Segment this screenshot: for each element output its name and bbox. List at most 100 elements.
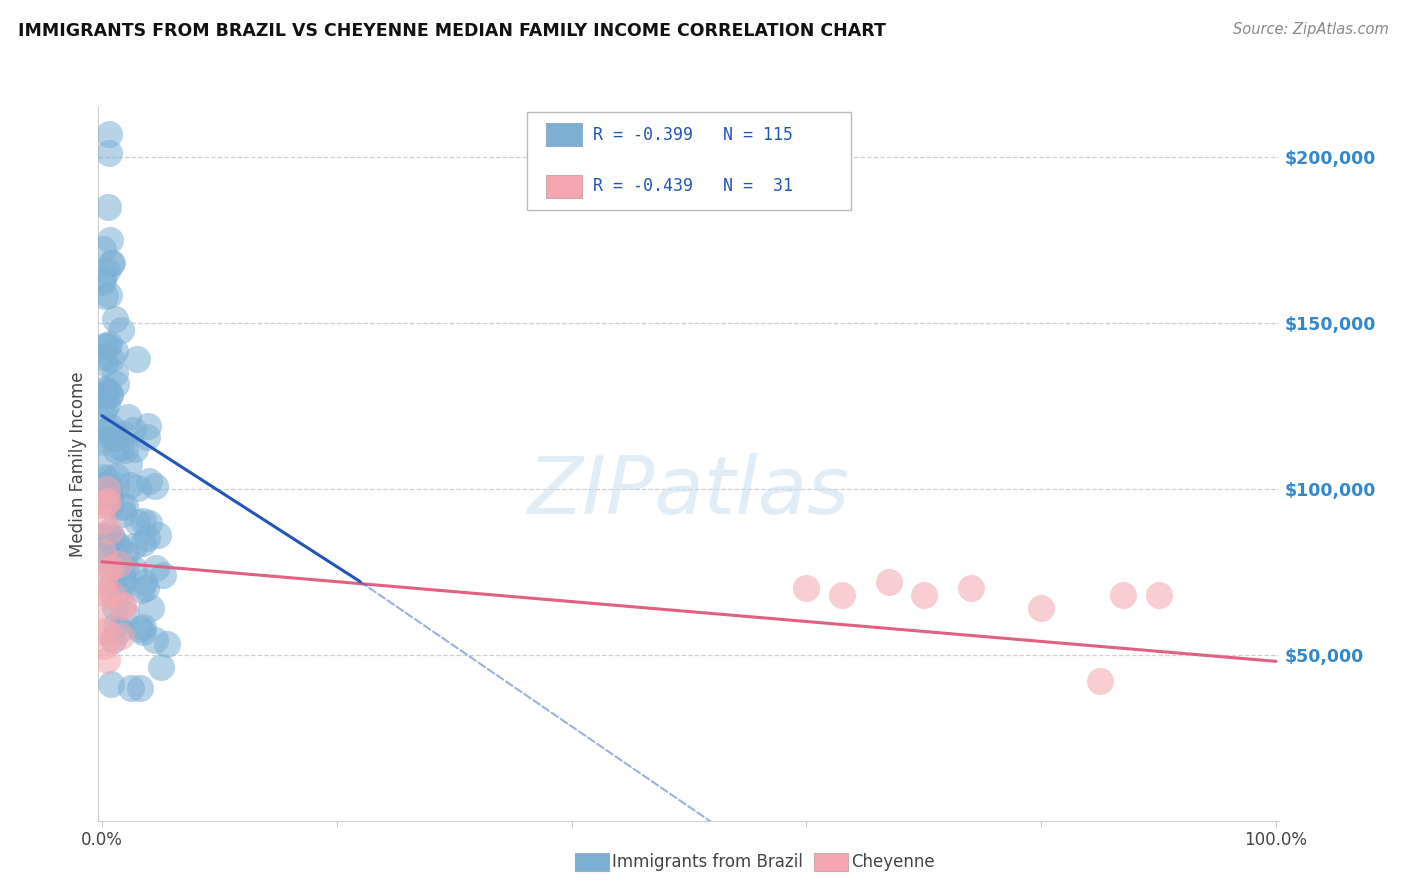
Point [111, 566, 134, 581]
Point [131, 514, 153, 528]
Point [110, 440, 132, 454]
Point [134, 574, 156, 589]
Point [94, 355, 117, 369]
Point [93, 470, 115, 484]
Point [131, 536, 153, 550]
Text: ZIPatlas: ZIPatlas [527, 453, 851, 532]
Point [96, 482, 118, 496]
Point [96, 587, 118, 601]
Point [91, 498, 114, 512]
Point [138, 474, 160, 488]
Point [104, 312, 127, 326]
Point [91, 529, 114, 543]
Point [124, 442, 146, 456]
Point [93, 640, 115, 654]
Point [101, 577, 124, 591]
Point [112, 600, 135, 615]
Point [96, 264, 118, 278]
Point [96, 527, 118, 541]
Point [100, 351, 122, 366]
Point [98, 483, 121, 498]
Point [107, 541, 129, 555]
Point [98, 524, 121, 539]
Point [121, 423, 143, 437]
Point [135, 581, 157, 595]
Point [152, 568, 174, 582]
Point [115, 547, 138, 561]
Point [149, 660, 172, 674]
Point [100, 531, 122, 545]
Point [111, 508, 134, 522]
Point [97, 493, 120, 508]
Point [959, 582, 981, 596]
Point [100, 256, 122, 270]
Text: R = -0.399   N = 115: R = -0.399 N = 115 [593, 126, 793, 144]
Point [98, 387, 121, 401]
Point [104, 366, 127, 380]
Point [96, 653, 118, 667]
Point [141, 601, 163, 615]
Point [103, 588, 125, 602]
Text: IMMIGRANTS FROM BRAZIL VS CHEYENNE MEDIAN FAMILY INCOME CORRELATION CHART: IMMIGRANTS FROM BRAZIL VS CHEYENNE MEDIA… [18, 22, 886, 40]
Text: Source: ZipAtlas.com: Source: ZipAtlas.com [1233, 22, 1389, 37]
Point [136, 418, 159, 433]
Point [91, 389, 114, 403]
Point [117, 409, 139, 424]
Point [93, 401, 115, 416]
Point [127, 515, 149, 529]
Point [103, 633, 125, 648]
Point [91, 614, 114, 628]
Point [143, 479, 166, 493]
Point [108, 588, 131, 602]
Point [104, 376, 127, 391]
Point [135, 531, 157, 545]
Text: Cheyenne: Cheyenne [851, 853, 934, 871]
Point [135, 430, 157, 444]
Point [1029, 601, 1052, 615]
Point [96, 383, 118, 397]
Point [101, 631, 124, 645]
Point [105, 537, 128, 551]
Point [128, 622, 150, 636]
Point [112, 598, 135, 612]
Point [91, 514, 114, 528]
Point [110, 323, 132, 337]
Point [114, 442, 136, 457]
Point [912, 588, 935, 602]
Point [155, 637, 177, 651]
Point [104, 601, 127, 615]
Point [131, 582, 153, 597]
Point [91, 350, 114, 364]
Point [128, 681, 150, 695]
Point [114, 607, 136, 622]
Point [96, 564, 118, 578]
Point [831, 588, 853, 602]
Point [97, 200, 120, 214]
Point [96, 339, 118, 353]
Point [118, 457, 141, 471]
Point [94, 495, 117, 509]
Point [127, 351, 149, 366]
Point [105, 431, 128, 445]
Point [98, 388, 121, 402]
Point [91, 545, 114, 559]
Point [104, 469, 127, 483]
Point [1112, 588, 1135, 602]
Point [103, 589, 125, 603]
Point [132, 624, 155, 639]
Text: Immigrants from Brazil: Immigrants from Brazil [612, 853, 803, 871]
Point [120, 681, 142, 695]
Point [98, 233, 121, 247]
Point [877, 574, 900, 589]
Text: R = -0.439   N =  31: R = -0.439 N = 31 [593, 178, 793, 195]
Point [96, 546, 118, 560]
Point [100, 551, 122, 566]
Point [101, 256, 124, 270]
Point [100, 490, 122, 504]
Point [96, 483, 118, 498]
Point [108, 558, 131, 572]
Point [122, 562, 145, 576]
Point [91, 530, 114, 544]
Point [100, 677, 122, 691]
Point [94, 589, 117, 603]
